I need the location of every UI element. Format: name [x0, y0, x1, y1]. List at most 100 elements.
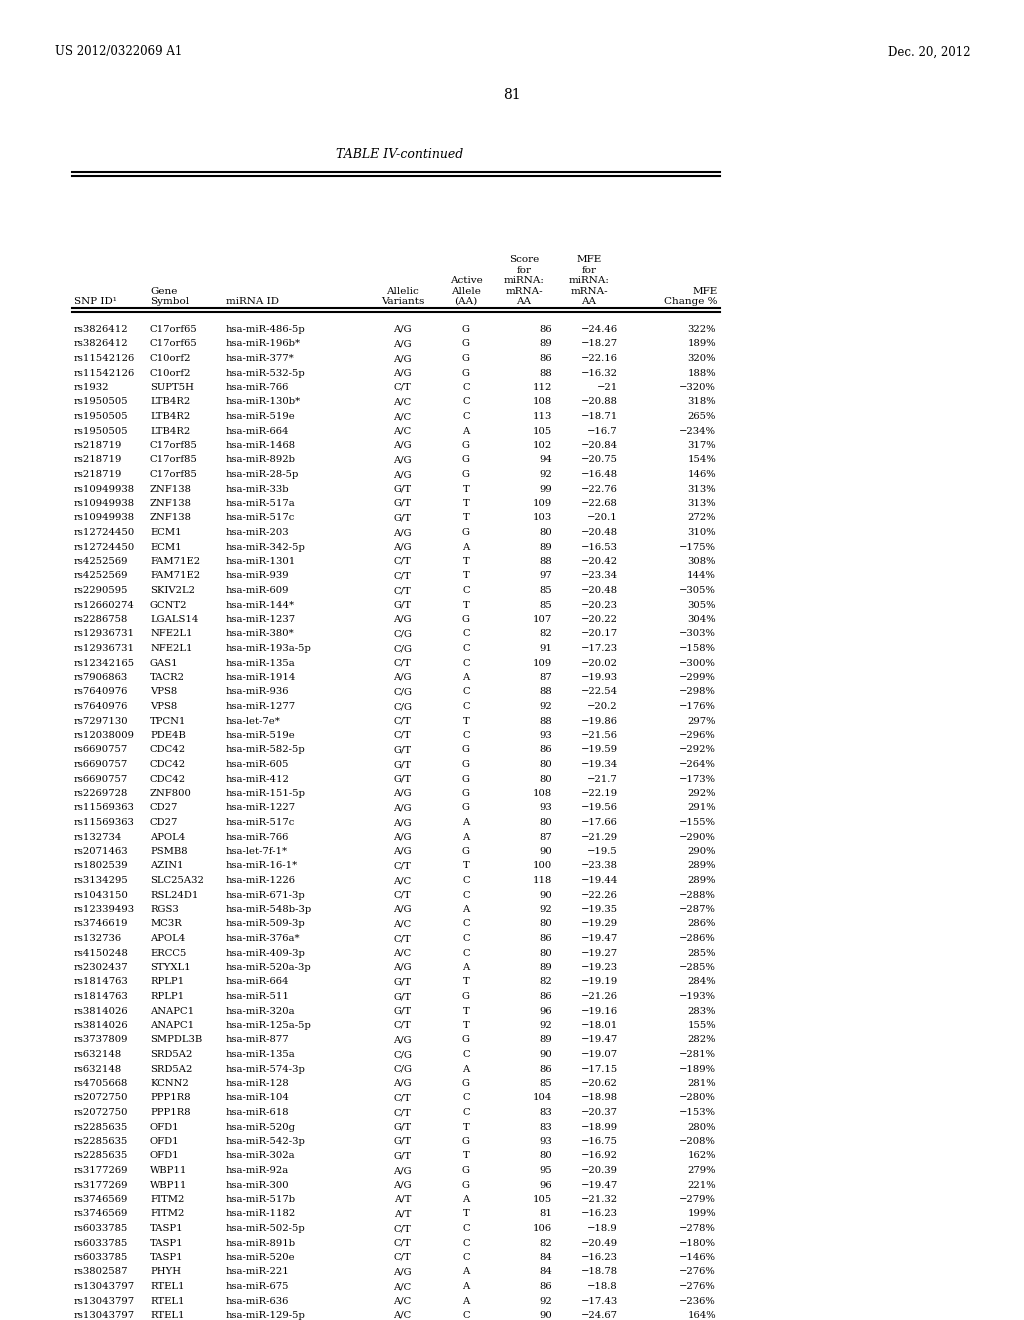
- Text: −20.75: −20.75: [581, 455, 618, 465]
- Text: rs4150248: rs4150248: [74, 949, 129, 957]
- Text: rs13043797: rs13043797: [74, 1282, 135, 1291]
- Text: −286%: −286%: [679, 935, 716, 942]
- Text: C10orf2: C10orf2: [150, 354, 191, 363]
- Text: A: A: [463, 1267, 470, 1276]
- Text: rs1043150: rs1043150: [74, 891, 129, 899]
- Text: MC3R: MC3R: [150, 920, 181, 928]
- Text: hsa-miR-520a-3p: hsa-miR-520a-3p: [226, 964, 311, 972]
- Text: −16.92: −16.92: [581, 1151, 618, 1160]
- Text: rs12339493: rs12339493: [74, 906, 135, 913]
- Text: −18.8: −18.8: [587, 1282, 618, 1291]
- Text: A: A: [463, 673, 470, 682]
- Text: ANAPC1: ANAPC1: [150, 1006, 195, 1015]
- Text: 85: 85: [540, 1078, 552, 1088]
- Text: VPS8: VPS8: [150, 688, 177, 697]
- Text: 85: 85: [540, 601, 552, 610]
- Text: rs7906863: rs7906863: [74, 673, 128, 682]
- Text: T: T: [463, 1151, 469, 1160]
- Text: CDC42: CDC42: [150, 746, 186, 755]
- Text: GAS1: GAS1: [150, 659, 178, 668]
- Text: −22.26: −22.26: [582, 891, 618, 899]
- Text: LTB4R2: LTB4R2: [150, 426, 190, 436]
- Text: rs2302437: rs2302437: [74, 964, 129, 972]
- Text: 86: 86: [540, 1282, 552, 1291]
- Text: C/T: C/T: [393, 586, 412, 595]
- Text: rs632148: rs632148: [74, 1049, 122, 1059]
- Text: 144%: 144%: [687, 572, 716, 581]
- Text: G: G: [462, 615, 470, 624]
- Text: NFE2L1: NFE2L1: [150, 630, 193, 639]
- Text: 292%: 292%: [687, 789, 716, 799]
- Text: G: G: [462, 455, 470, 465]
- Text: hsa-miR-376a*: hsa-miR-376a*: [226, 935, 301, 942]
- Text: hsa-miR-380*: hsa-miR-380*: [226, 630, 295, 639]
- Text: −19.59: −19.59: [581, 746, 618, 755]
- Text: −19.93: −19.93: [581, 673, 618, 682]
- Text: 89: 89: [540, 339, 552, 348]
- Text: −19.27: −19.27: [581, 949, 618, 957]
- Text: −21: −21: [597, 383, 618, 392]
- Text: rs2290595: rs2290595: [74, 586, 128, 595]
- Text: C/G: C/G: [393, 644, 412, 653]
- Text: 88: 88: [540, 717, 552, 726]
- Text: A/C: A/C: [393, 876, 412, 884]
- Text: G: G: [462, 1166, 470, 1175]
- Text: A/C: A/C: [393, 1311, 412, 1320]
- Text: T: T: [463, 862, 469, 870]
- Text: RGS3: RGS3: [150, 906, 179, 913]
- Text: rs1814763: rs1814763: [74, 993, 129, 1001]
- Text: PHYH: PHYH: [150, 1267, 181, 1276]
- Text: RTEL1: RTEL1: [150, 1296, 184, 1305]
- Text: hsa-miR-519e: hsa-miR-519e: [226, 731, 296, 741]
- Text: hsa-miR-517b: hsa-miR-517b: [226, 1195, 296, 1204]
- Text: rs3746569: rs3746569: [74, 1195, 128, 1204]
- Text: 84: 84: [539, 1253, 552, 1262]
- Text: −19.35: −19.35: [581, 906, 618, 913]
- Text: 297%: 297%: [687, 717, 716, 726]
- Text: 88: 88: [540, 368, 552, 378]
- Text: FAM71E2: FAM71E2: [150, 557, 200, 566]
- Text: 86: 86: [540, 354, 552, 363]
- Text: A/G: A/G: [393, 1166, 412, 1175]
- Text: C17orf85: C17orf85: [150, 470, 198, 479]
- Text: SUPT5H: SUPT5H: [150, 383, 194, 392]
- Text: rs132734: rs132734: [74, 833, 123, 842]
- Text: −234%: −234%: [679, 426, 716, 436]
- Text: hsa-miR-517a: hsa-miR-517a: [226, 499, 296, 508]
- Text: G: G: [462, 746, 470, 755]
- Text: C: C: [462, 949, 470, 957]
- Text: rs11569363: rs11569363: [74, 804, 135, 813]
- Text: 100: 100: [532, 862, 552, 870]
- Text: 80: 80: [540, 1151, 552, 1160]
- Text: rs3826412: rs3826412: [74, 325, 129, 334]
- Text: miRNA ID: miRNA ID: [226, 297, 279, 306]
- Text: hsa-miR-520e: hsa-miR-520e: [226, 1253, 296, 1262]
- Text: −21.26: −21.26: [581, 993, 618, 1001]
- Text: hsa-miR-377*: hsa-miR-377*: [226, 354, 295, 363]
- Text: A/G: A/G: [393, 964, 412, 972]
- Text: hsa-miR-519e: hsa-miR-519e: [226, 412, 296, 421]
- Text: 265%: 265%: [688, 412, 716, 421]
- Text: 86: 86: [540, 993, 552, 1001]
- Text: A/G: A/G: [393, 615, 412, 624]
- Text: hsa-miR-532-5p: hsa-miR-532-5p: [226, 368, 306, 378]
- Text: rs6690757: rs6690757: [74, 775, 128, 784]
- Text: A/G: A/G: [393, 528, 412, 537]
- Text: 310%: 310%: [687, 528, 716, 537]
- Text: rs1950505: rs1950505: [74, 412, 129, 421]
- Text: C: C: [462, 935, 470, 942]
- Text: hsa-miR-511: hsa-miR-511: [226, 993, 290, 1001]
- Text: −23.34: −23.34: [581, 572, 618, 581]
- Text: A/C: A/C: [393, 1296, 412, 1305]
- Text: A/G: A/G: [393, 455, 412, 465]
- Text: A/G: A/G: [393, 1180, 412, 1189]
- Text: −288%: −288%: [679, 891, 716, 899]
- Text: RTEL1: RTEL1: [150, 1282, 184, 1291]
- Text: hsa-miR-582-5p: hsa-miR-582-5p: [226, 746, 306, 755]
- Text: −276%: −276%: [679, 1282, 716, 1291]
- Text: T: T: [463, 1020, 469, 1030]
- Text: Score
for
miRNA:
mRNA-
AA: Score for miRNA: mRNA- AA: [504, 255, 545, 306]
- Text: C/T: C/T: [393, 1020, 412, 1030]
- Text: A/G: A/G: [393, 673, 412, 682]
- Text: C: C: [462, 1238, 470, 1247]
